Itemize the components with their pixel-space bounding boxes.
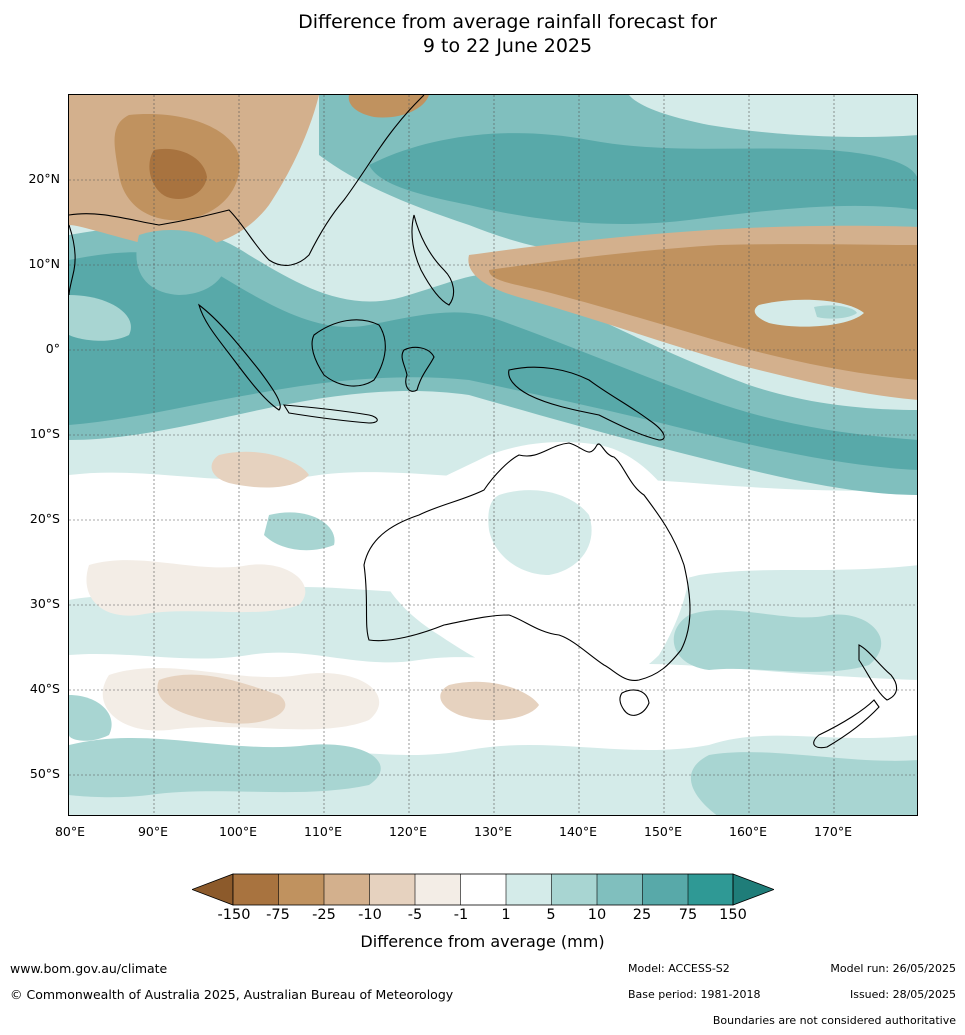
title-line-2: 9 to 22 June 2025 <box>422 35 593 57</box>
colorbar-tick-3: -25 <box>312 907 336 923</box>
south-teal-patch-1 <box>264 512 335 551</box>
map-title: Difference from average rainfall forecas… <box>0 10 965 58</box>
website-link[interactable]: www.bom.gov.au/climate <box>10 961 168 976</box>
south-teal-patch-3 <box>69 695 112 741</box>
colorbar-bin-6 <box>460 874 506 905</box>
rainfall-map <box>68 94 918 816</box>
australia-light-wet <box>488 490 592 575</box>
model-name: Model: ACCESS-S2 <box>628 962 730 975</box>
lon-tick-100e: 100°E <box>218 824 258 839</box>
colorbar-tick-7: 1 <box>501 907 511 923</box>
title-line-1: Difference from average rainfall forecas… <box>298 11 717 33</box>
lon-tick-90e: 90°E <box>137 824 169 839</box>
colorbar-label: Difference from average (mm) <box>360 932 605 951</box>
colorbar-tick-6: -1 <box>453 907 469 923</box>
colorbar-bin-11 <box>688 874 733 905</box>
colorbar-bin-2 <box>278 874 324 905</box>
colorbar-bin-8 <box>551 874 597 905</box>
lon-tick-150e: 150°E <box>643 824 683 839</box>
java-coastline <box>282 404 378 424</box>
south-tan-patch-3 <box>211 451 309 488</box>
lon-tick-170e: 170°E <box>813 824 853 839</box>
colorbar-tick-2: -75 <box>266 907 290 923</box>
colorbar-bin-3 <box>324 874 370 905</box>
model-run-date: Model run: 26/05/2025 <box>830 962 956 975</box>
southern-teal-bottom-right <box>690 752 917 815</box>
colorbar-min-extension <box>192 873 234 906</box>
colorbar-tick-10: 25 <box>632 907 652 923</box>
philippines-coastline <box>411 214 455 306</box>
marshall-wet-island-core <box>814 305 857 319</box>
lon-tick-130e: 130°E <box>473 824 513 839</box>
southeast-asia-dry-deep <box>149 148 207 199</box>
colorbar-tick-4: -10 <box>358 907 382 923</box>
south-tan-patch-2 <box>440 681 539 721</box>
colorbar-tick-11: 75 <box>678 907 698 923</box>
map-svg <box>69 95 917 815</box>
north-pacific-wet-core <box>369 133 917 225</box>
coastlines <box>69 95 898 749</box>
colorbar-bin-9 <box>597 874 643 905</box>
southern-teal-bottom <box>69 737 381 798</box>
colorbar-dividers <box>278 874 689 905</box>
colorbar-bin-5 <box>415 874 461 905</box>
mainland-sea-coastline <box>69 95 425 266</box>
colorbar-bin-7 <box>506 874 552 905</box>
lat-tick-20s: 20°S <box>29 511 60 526</box>
lon-tick-110e: 110°E <box>303 824 343 839</box>
colorbar-tick-12: 150 <box>719 907 747 923</box>
colorbar <box>192 873 774 906</box>
colorbar-tick-9: 10 <box>587 907 607 923</box>
borneo-coastline <box>311 319 386 387</box>
new-guinea-coastline <box>508 366 665 441</box>
indian-ocean-light <box>69 295 131 341</box>
colorbar-bin-1 <box>233 874 279 905</box>
colorbar-tick-1: -150 <box>217 907 251 923</box>
lat-tick-50s: 50°S <box>29 766 60 781</box>
north-pacific-light <box>629 95 917 137</box>
colorbar-tick-5: -5 <box>407 907 423 923</box>
south-lightbrown-patch-1 <box>86 560 306 616</box>
south-teal-patch-2 <box>673 610 882 672</box>
new-zealand-north-coastline <box>858 644 898 701</box>
boundaries-disclaimer: Boundaries are not considered authoritat… <box>712 1014 956 1027</box>
lat-tick-30s: 30°S <box>29 596 60 611</box>
lat-tick-0: 0° <box>45 341 60 356</box>
lon-tick-120e: 120°E <box>388 824 428 839</box>
north-pacific-dry-core <box>489 244 917 380</box>
copyright-text: © Commonwealth of Australia 2025, Austra… <box>10 987 454 1002</box>
andaman-wet <box>136 230 227 295</box>
lat-tick-10n: 10°N <box>28 256 60 271</box>
lat-tick-20n: 20°N <box>28 171 60 186</box>
colorbar-tick-8: 5 <box>546 907 556 923</box>
map-gridlines <box>69 95 917 815</box>
tropical-wet-core <box>69 252 917 470</box>
tasmania-coastline <box>619 689 650 716</box>
lat-tick-40s: 40°S <box>29 681 60 696</box>
australia-coastline <box>363 442 691 681</box>
sumatra-coastline <box>198 303 281 411</box>
india-coastline <box>69 224 76 296</box>
issued-date: Issued: 28/05/2025 <box>849 988 956 1001</box>
lon-tick-160e: 160°E <box>728 824 768 839</box>
colorbar-bin-4 <box>369 874 415 905</box>
sulawesi-coastline <box>401 346 435 392</box>
colorbar-max-extension <box>732 873 774 906</box>
south-tan-patch-1 <box>157 674 286 724</box>
lon-tick-80e: 80°E <box>54 824 86 839</box>
new-zealand-south-coastline <box>813 699 880 749</box>
lon-tick-140e: 140°E <box>558 824 598 839</box>
base-period: Base period: 1981-2018 <box>628 988 761 1001</box>
colorbar-bin-10 <box>642 874 688 905</box>
lat-tick-10s: 10°S <box>29 426 60 441</box>
colorbar-outline <box>232 873 734 906</box>
